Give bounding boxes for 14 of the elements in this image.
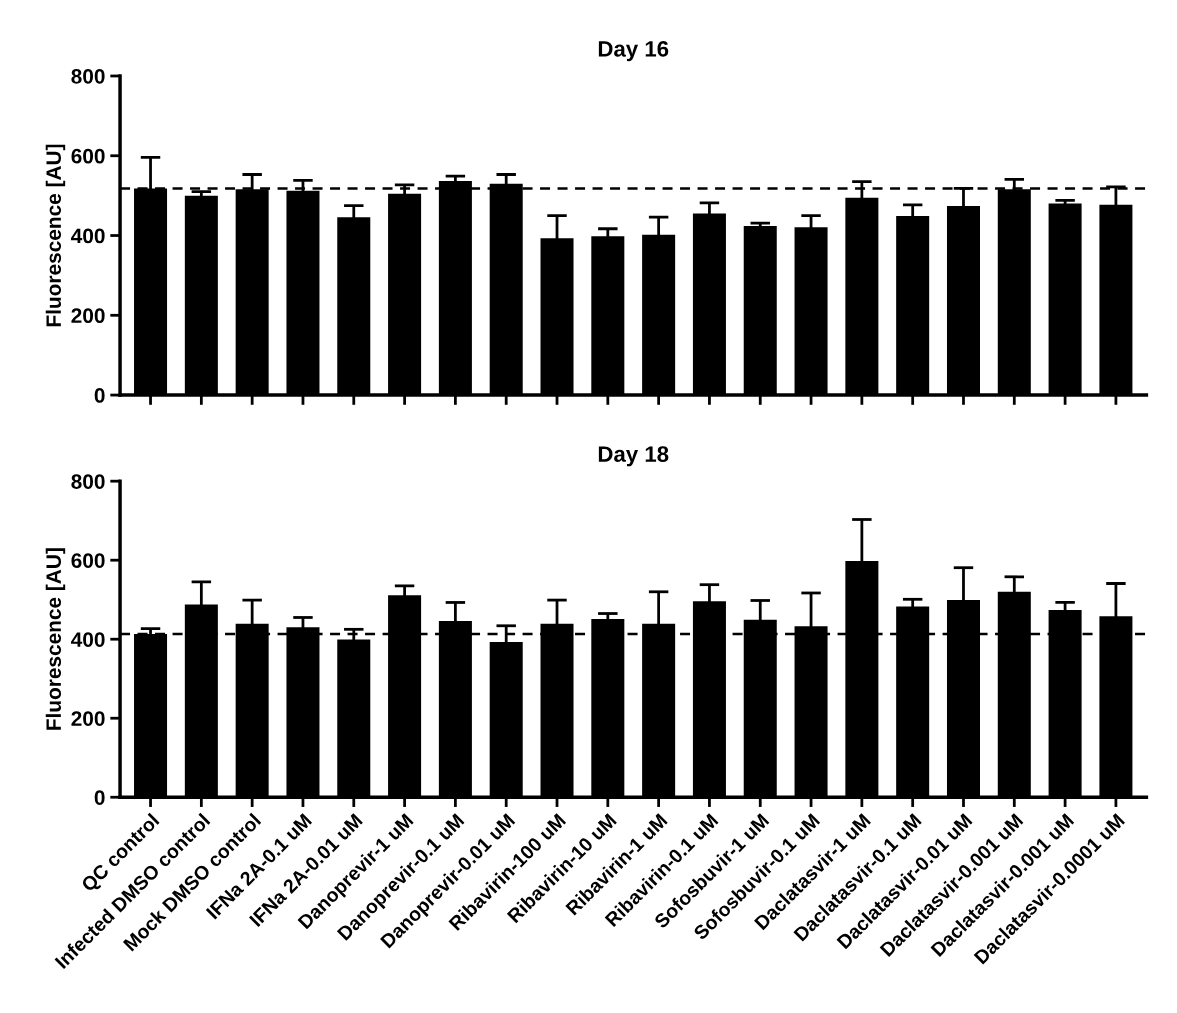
y-axis-title: Fluorescence [AU] — [45, 548, 66, 730]
y-tick-label: 400 — [71, 632, 105, 647]
y-tick-label: 200 — [71, 711, 105, 726]
y-tick-label: 200 — [71, 308, 105, 324]
y-tick-label: 400 — [71, 228, 105, 244]
y-tick-label: 600 — [71, 553, 105, 568]
chart-title: Day 18 — [598, 446, 669, 467]
y-tick-label: 0 — [94, 790, 105, 805]
y-tick-label: 0 — [94, 388, 105, 403]
y-tick-label: 600 — [71, 148, 105, 164]
chart-title: Day 16 — [598, 41, 669, 62]
y-tick-label: 800 — [71, 68, 105, 84]
y-tick-label: 800 — [71, 474, 105, 489]
y-axis-title: Fluorescence [AU] — [45, 144, 66, 327]
